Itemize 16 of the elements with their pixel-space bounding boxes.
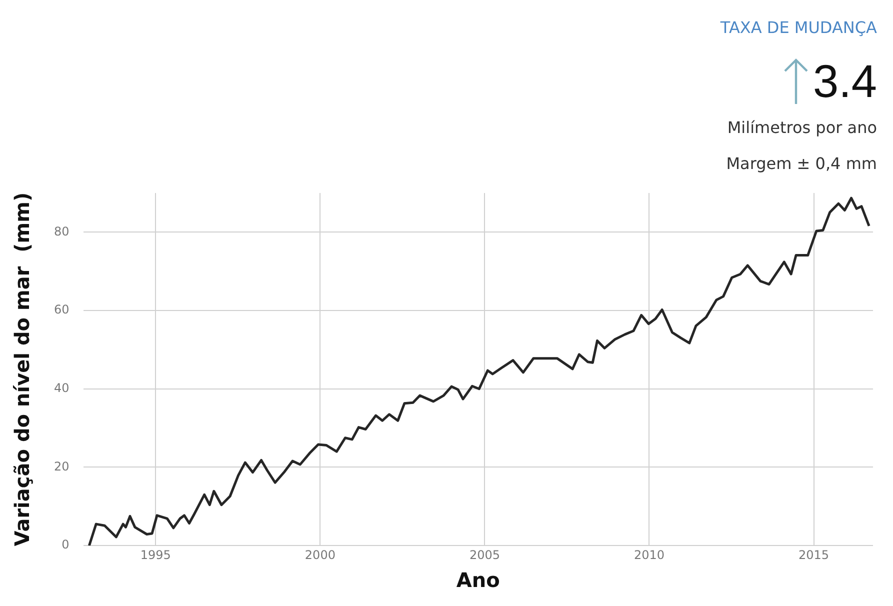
x-tick-label: 2015 [798, 548, 830, 562]
y-tick-label: 60 [54, 302, 70, 317]
x-axis-title: Ano [456, 568, 500, 592]
x-tick-label: 2005 [469, 548, 500, 562]
y-tick-label: 40 [54, 381, 70, 396]
x-tick-label: 2000 [304, 548, 336, 562]
text: 3.4 [813, 55, 877, 107]
y-tick-label: 80 [54, 224, 70, 238]
text: Milímetros por ano [727, 118, 877, 137]
y-tick-label: 20 [54, 459, 70, 474]
text: Margem ± 0,4 mm [726, 154, 877, 173]
y-axis-title: Variação do nível do mar (mm) [10, 192, 34, 546]
x-tick-label: 1995 [140, 548, 171, 562]
text: TAXA DE MUDANÇA [720, 18, 877, 37]
y-tick-label: 0 [62, 538, 70, 552]
x-tick-label: 2010 [634, 548, 665, 562]
